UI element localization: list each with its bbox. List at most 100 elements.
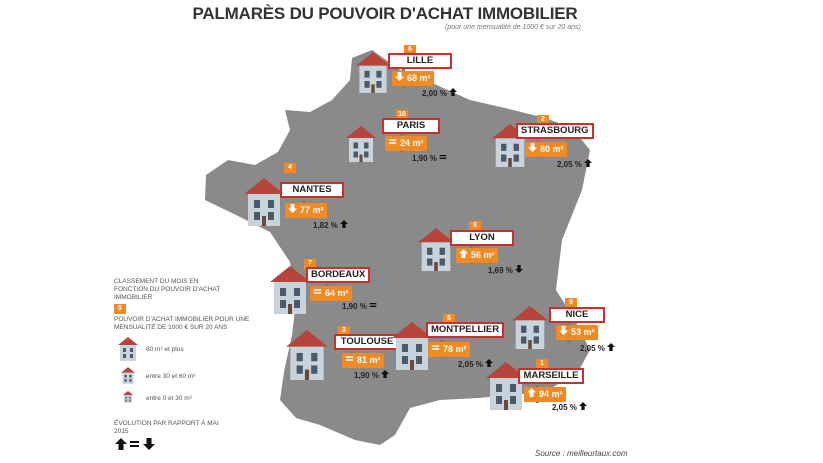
house-icon xyxy=(270,266,310,319)
rate-value: 1,90 % xyxy=(354,371,382,380)
legend-size-large: 80 m² et plus xyxy=(146,346,184,353)
city-rank: 1 xyxy=(536,359,548,369)
rate-up-icon xyxy=(584,159,593,169)
city-name: NICE xyxy=(549,307,605,323)
trend-equal-icon xyxy=(313,286,322,301)
city-rank: 8 xyxy=(469,221,481,231)
arrow-up-icon xyxy=(115,438,127,450)
city-name: STRASBOURG xyxy=(516,123,594,139)
rate-up-icon xyxy=(485,359,494,369)
rate-value: 2,05 % xyxy=(552,403,580,412)
surface-value: 53 m² xyxy=(571,327,595,337)
legend-ranking-label: CLASSEMENT DU MOIS EN FONCTION DU POUVOI… xyxy=(114,278,221,301)
city-rank: 4 xyxy=(284,163,296,173)
trend-equal-icon xyxy=(388,136,397,151)
rate-value: 1,82 % xyxy=(313,221,341,230)
trend-up-icon xyxy=(459,248,468,263)
surface-value: 94 m² xyxy=(539,389,563,399)
house-icon xyxy=(346,126,376,167)
surface-value: 81 m² xyxy=(357,355,381,365)
legend-rank-sample: 5 xyxy=(114,304,126,314)
surface-value: 77 m² xyxy=(300,205,324,215)
surface-badge: 77 m² xyxy=(285,203,327,218)
city-name: PARIS xyxy=(382,118,440,134)
rate-value: 2,05 % xyxy=(458,360,486,369)
rate-value: 2,05 % xyxy=(557,160,585,169)
surface-value: 64 m² xyxy=(325,288,349,298)
surface-badge: 78 m² xyxy=(428,342,470,357)
rate-value: 1,90 % xyxy=(342,302,370,311)
equal-icon xyxy=(130,441,139,447)
legend-house-large-icon xyxy=(118,337,138,361)
house-icon xyxy=(418,228,454,276)
city-name: LYON xyxy=(450,230,514,246)
house-icon xyxy=(486,362,526,415)
rate-label: 1,82 % xyxy=(313,220,349,230)
rate-label: 2,05 % xyxy=(580,343,616,353)
rate-up-icon xyxy=(579,402,588,412)
legend-house-medium-icon xyxy=(121,367,135,384)
legend-purchasing-power-label: POUVOIR D'ACHAT IMMOBILIER POUR UNE MENS… xyxy=(114,316,250,331)
rate-value: 2,00 % xyxy=(422,89,450,98)
city-rank: 10 xyxy=(396,110,408,120)
rate-down-icon xyxy=(515,265,524,275)
legend-evolution-label: ÉVOLUTION PAR RAPPORT À MAI 2015 xyxy=(114,420,219,435)
city-rank: 7 xyxy=(304,259,316,269)
house-icon xyxy=(392,322,432,375)
surface-value: 24 m² xyxy=(400,138,424,148)
city-rank: 9 xyxy=(565,298,577,308)
page-subtitle: (pour une mensualité de 1000 € sur 20 an… xyxy=(445,24,581,31)
surface-badge: 81 m² xyxy=(342,353,384,368)
city-name: LILLE xyxy=(388,53,452,69)
rate-label: 2,05 % xyxy=(557,159,593,169)
rate-value: 2,05 % xyxy=(580,344,608,353)
city-name: MONTPELLIER xyxy=(426,322,505,338)
house-icon xyxy=(286,330,328,385)
rate-label: 1,90 % xyxy=(412,153,447,163)
city-rank: 6 xyxy=(404,45,416,55)
legend-size-small: entre 0 et 30 m² xyxy=(146,395,192,402)
house-icon xyxy=(356,52,390,98)
city-rank: 5 xyxy=(443,314,455,324)
rate-up-icon xyxy=(449,88,458,98)
trend-down-icon xyxy=(528,142,537,157)
surface-badge: 24 m² xyxy=(385,136,427,151)
city-name: NANTES xyxy=(280,182,344,198)
source-credit: Source : meilleurtaux.com xyxy=(535,449,628,458)
surface-value: 56 m² xyxy=(471,250,495,260)
rate-value: 1,90 % xyxy=(412,154,440,163)
surface-value: 68 m² xyxy=(407,73,431,83)
trend-equal-icon xyxy=(431,342,440,357)
rate-label: 1,69 % xyxy=(488,265,524,275)
rate-up-icon xyxy=(381,370,390,380)
surface-badge: 80 m² xyxy=(525,142,567,157)
rate-label: 2,05 % xyxy=(552,402,588,412)
city-name: BORDEAUX xyxy=(306,267,371,283)
legend-evolution-symbols xyxy=(115,438,155,450)
city-rank: 2 xyxy=(537,115,549,125)
city-name: MARSEILLE xyxy=(518,368,584,384)
arrow-down-icon xyxy=(143,438,155,450)
surface-badge: 64 m² xyxy=(310,286,352,301)
rate-equal-icon xyxy=(369,302,377,311)
trend-down-icon xyxy=(395,71,404,86)
surface-badge: 68 m² xyxy=(392,71,434,86)
rate-label: 2,05 % xyxy=(458,359,494,369)
trend-down-icon xyxy=(288,203,297,218)
legend-house-small-icon xyxy=(123,391,133,403)
rate-equal-icon xyxy=(439,154,447,163)
city-rank: 3 xyxy=(338,326,350,336)
surface-value: 80 m² xyxy=(540,144,564,154)
rate-label: 2,00 % xyxy=(422,88,458,98)
city-name: TOULOUSE xyxy=(334,334,400,350)
trend-equal-icon xyxy=(345,353,354,368)
surface-value: 78 m² xyxy=(443,344,467,354)
legend-size-medium: entre 30 et 60 m² xyxy=(146,373,196,380)
surface-badge: 56 m² xyxy=(456,248,498,263)
rate-label: 1,90 % xyxy=(342,301,377,311)
rate-up-icon xyxy=(607,343,616,353)
rate-label: 1,90 % xyxy=(354,370,390,380)
rate-value: 1,69 % xyxy=(488,266,516,275)
trend-down-icon xyxy=(559,325,568,340)
